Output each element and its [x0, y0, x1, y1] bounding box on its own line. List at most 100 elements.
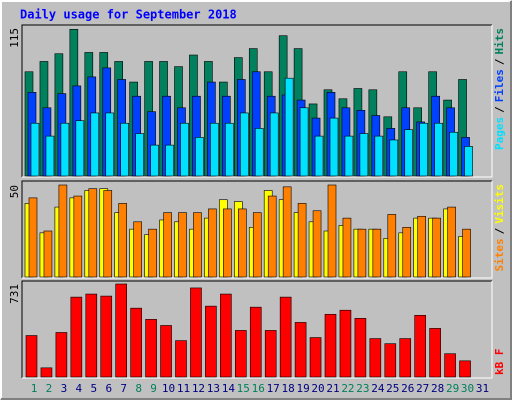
x-tick-label: 25 [386, 382, 399, 395]
bar [339, 309, 352, 378]
bar [449, 131, 458, 177]
bar [254, 128, 264, 177]
legend-entry: Files [493, 69, 506, 102]
bar [369, 338, 382, 378]
bar [28, 197, 38, 278]
bar [344, 135, 354, 177]
bar [208, 208, 217, 278]
bar [220, 293, 232, 378]
x-tick-label: 8 [135, 382, 142, 395]
panel-edge-light [22, 281, 493, 379]
bar [178, 212, 187, 278]
bar [210, 122, 219, 177]
bar [148, 228, 157, 278]
bar [414, 314, 427, 378]
legend-separator: / [493, 227, 506, 234]
bar [175, 340, 187, 378]
bar [118, 203, 127, 278]
bar [30, 122, 40, 177]
bar [417, 215, 427, 278]
x-tick-label: 2 [46, 382, 53, 395]
bar [464, 146, 473, 177]
bar [249, 306, 262, 378]
bar [90, 112, 100, 177]
x-tick-label: 22 [341, 382, 354, 395]
legend-entry: Visits [493, 184, 506, 224]
bar [324, 313, 337, 378]
bar [404, 129, 414, 177]
x-tick-label: 9 [150, 382, 157, 395]
bar [389, 139, 399, 177]
x-tick-label: 18 [282, 382, 295, 395]
bar [43, 230, 53, 278]
bar [205, 305, 217, 378]
bar [462, 228, 471, 278]
x-tick-label: 20 [311, 382, 324, 395]
bar [284, 77, 294, 177]
bar [193, 212, 202, 278]
x-tick-label: 13 [207, 382, 220, 395]
x-tick-label: 12 [192, 382, 205, 395]
x-tick-label: 23 [356, 382, 369, 395]
legend-entry: kB F [493, 349, 506, 376]
bar [294, 322, 307, 378]
x-tick-label: 4 [76, 382, 83, 395]
x-tick-label: 17 [267, 382, 280, 395]
bar [195, 137, 204, 177]
bar [145, 319, 157, 378]
bar [190, 287, 202, 378]
x-tick-label: 11 [177, 382, 190, 395]
bar [150, 144, 159, 177]
bar [105, 112, 115, 177]
x-tick-label: 26 [401, 382, 414, 395]
bar [25, 335, 38, 378]
bar [235, 330, 247, 378]
x-tick-label: 16 [252, 382, 265, 395]
legend: Sites / Visits [493, 184, 506, 272]
bar [354, 318, 367, 378]
bar [434, 122, 443, 177]
bar [329, 117, 339, 177]
x-tick-label: 15 [237, 382, 250, 395]
bar [40, 367, 53, 378]
bar [88, 188, 98, 278]
bar [238, 208, 247, 278]
x-tick-label: 31 [476, 382, 489, 395]
x-tick-label: 6 [105, 382, 112, 395]
bar [357, 228, 367, 278]
bar [165, 144, 174, 177]
bar [180, 122, 189, 177]
bar [312, 210, 322, 278]
bar [223, 208, 232, 278]
bar [419, 122, 429, 177]
bar [120, 122, 129, 177]
legend-separator: / [493, 58, 506, 65]
bar [372, 228, 382, 278]
x-tick-label: 14 [222, 382, 236, 395]
y-tick-label: 115 [8, 28, 21, 48]
bar [282, 186, 292, 278]
bar [299, 107, 309, 177]
bar [399, 338, 412, 378]
panel-edge-light [22, 25, 493, 178]
bar [60, 122, 70, 177]
bar [297, 203, 307, 278]
legend-entry: Pages [493, 117, 506, 150]
bar [133, 221, 142, 278]
legend: Pages / Files / Hits [493, 28, 506, 150]
bar [374, 135, 384, 177]
bar [135, 133, 144, 177]
bar [160, 325, 172, 378]
bar [447, 206, 456, 278]
x-tick-label: 27 [416, 382, 429, 395]
bar [73, 195, 83, 278]
x-tick-label: 10 [162, 382, 175, 395]
legend-entry: Hits [493, 28, 506, 55]
y-tick-label: 731 [8, 284, 21, 304]
y-tick-label: 50 [8, 185, 21, 198]
bar [100, 295, 113, 378]
bar [342, 217, 352, 278]
bar [314, 135, 324, 177]
